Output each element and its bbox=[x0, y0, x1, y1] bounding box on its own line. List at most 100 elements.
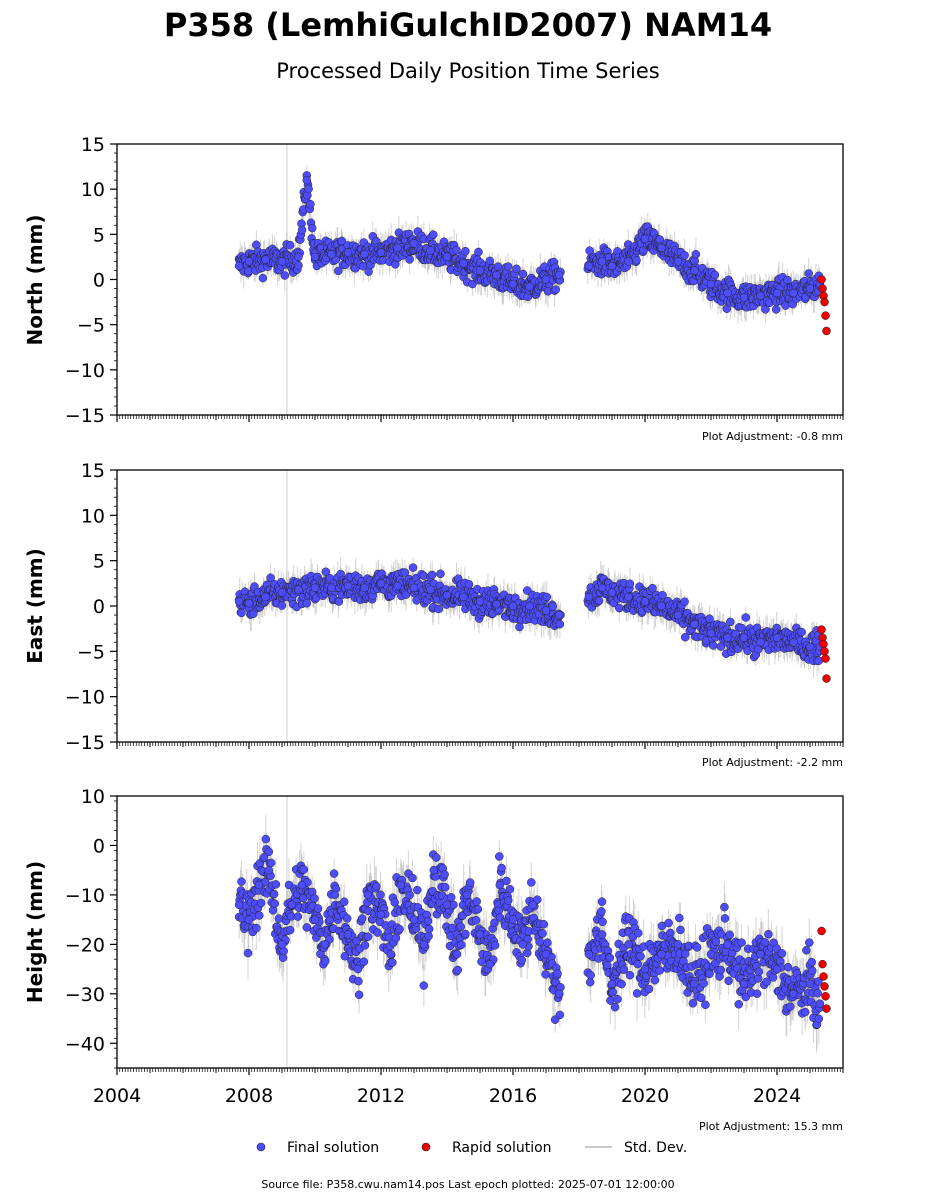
y-tick-label: 10 bbox=[81, 505, 105, 527]
final-solution-point bbox=[772, 288, 782, 298]
final-solution-point bbox=[294, 261, 303, 270]
y-tick-label: −5 bbox=[77, 641, 105, 663]
rapid-solution-point bbox=[820, 647, 829, 656]
final-solution-point bbox=[474, 247, 483, 257]
final-solution-point bbox=[673, 257, 683, 266]
final-solution-point bbox=[306, 199, 315, 209]
final-solution-point bbox=[409, 239, 419, 248]
y-tick-label: 5 bbox=[93, 551, 105, 573]
final-solution-point bbox=[804, 269, 813, 278]
final-solution-point bbox=[393, 243, 402, 253]
final-solution-point bbox=[541, 606, 551, 615]
final-solution-point bbox=[756, 638, 765, 647]
final-solution-point bbox=[244, 599, 254, 608]
final-solution-point bbox=[771, 305, 781, 314]
rapid-solution-point bbox=[822, 674, 831, 683]
final-solution-point bbox=[805, 284, 815, 293]
rapid-solution-point bbox=[820, 297, 829, 307]
final-solution-point bbox=[739, 633, 749, 642]
final-solution-point bbox=[492, 270, 501, 280]
final-solution-point bbox=[429, 230, 438, 239]
final-solution-point bbox=[739, 293, 749, 302]
final-solution-point bbox=[426, 246, 435, 255]
rapid-solution-point bbox=[817, 625, 826, 634]
final-solution-point bbox=[805, 642, 815, 652]
final-solution-point bbox=[706, 279, 716, 289]
final-solution-point bbox=[615, 603, 624, 613]
chart-title: P358 (LemhiGulchID2007) NAM14 bbox=[164, 6, 772, 44]
final-solution-point bbox=[285, 240, 295, 250]
final-solution-point bbox=[261, 255, 270, 264]
final-solution-point bbox=[624, 592, 633, 602]
final-solution-point bbox=[302, 599, 312, 608]
data-layer bbox=[234, 144, 831, 415]
final-solution-point bbox=[555, 619, 565, 629]
east-panel: 15 10 5 0 −5 −10 −15 East (mm) Plot Adjustment: … bbox=[23, 460, 844, 769]
final-solution-point bbox=[726, 617, 735, 627]
final-solution-point bbox=[310, 583, 320, 593]
final-solution-point bbox=[302, 175, 311, 185]
final-solution-point bbox=[427, 570, 437, 580]
final-solution-point bbox=[723, 288, 732, 298]
final-solution-point bbox=[554, 270, 564, 280]
y-tick-label: 15 bbox=[81, 460, 105, 482]
final-solution-point bbox=[304, 184, 313, 194]
final-solution-point bbox=[607, 588, 617, 597]
final-solution-point bbox=[442, 252, 452, 262]
final-solution-point bbox=[475, 266, 485, 275]
y-tick-label: −10 bbox=[65, 360, 105, 382]
final-solution-point bbox=[360, 583, 369, 593]
final-solution-point bbox=[294, 585, 303, 594]
final-solution-point bbox=[485, 256, 495, 266]
y-tick-label: −15 bbox=[65, 405, 105, 427]
final-solution-point bbox=[710, 270, 720, 280]
final-solution-point bbox=[716, 642, 726, 651]
final-solution-point bbox=[525, 282, 534, 291]
final-solution-point bbox=[452, 245, 461, 255]
final-solution-point bbox=[307, 223, 317, 233]
final-solution-point bbox=[464, 580, 474, 589]
final-solution-point bbox=[234, 261, 244, 271]
rapid-solution-point bbox=[819, 639, 828, 649]
final-solution-point bbox=[756, 291, 765, 301]
final-solution-point bbox=[584, 592, 594, 602]
rapid-solution-point bbox=[821, 311, 830, 320]
final-solution-point bbox=[797, 627, 806, 637]
final-solution-point bbox=[459, 592, 468, 602]
final-solution-point bbox=[554, 610, 564, 620]
chart-subtitle: Processed Daily Position Time Series bbox=[276, 59, 660, 83]
final-solution-point bbox=[690, 266, 699, 275]
final-solution-point bbox=[741, 613, 751, 622]
final-solution-point bbox=[597, 583, 607, 593]
final-solution-point bbox=[680, 597, 689, 606]
rapid-solution-point bbox=[818, 284, 827, 293]
final-solution-point bbox=[258, 273, 268, 283]
final-solution-point bbox=[515, 622, 524, 632]
final-solution-point bbox=[597, 257, 607, 266]
plot-adjustment-label: Plot Adjustment: -0.8 mm bbox=[702, 430, 843, 443]
y-tick-label: −15 bbox=[65, 732, 105, 754]
final-solution-point bbox=[408, 563, 418, 572]
plot-adjustment-label: Plot Adjustment: -2.2 mm bbox=[702, 756, 843, 769]
final-solution-point bbox=[393, 581, 402, 591]
final-solution-point bbox=[690, 619, 699, 629]
y-tick-label: 15 bbox=[81, 134, 105, 156]
data-layer bbox=[234, 796, 831, 1068]
final-solution-point bbox=[723, 633, 732, 642]
final-solution-point bbox=[657, 601, 666, 611]
final-solution-point bbox=[321, 567, 331, 577]
final-solution-point bbox=[434, 604, 443, 614]
final-solution-point bbox=[551, 285, 560, 294]
final-solution-point bbox=[475, 597, 485, 606]
final-solution-point bbox=[761, 305, 770, 314]
y-tick-label: −5 bbox=[77, 315, 105, 337]
final-solution-point bbox=[492, 599, 501, 609]
final-solution-point bbox=[542, 592, 552, 602]
final-solution-point bbox=[706, 628, 716, 638]
final-solution-point bbox=[508, 279, 518, 289]
final-solution-point bbox=[673, 610, 683, 620]
final-solution-point bbox=[234, 597, 244, 606]
final-solution-point bbox=[266, 573, 275, 583]
final-solution-point bbox=[789, 288, 798, 298]
